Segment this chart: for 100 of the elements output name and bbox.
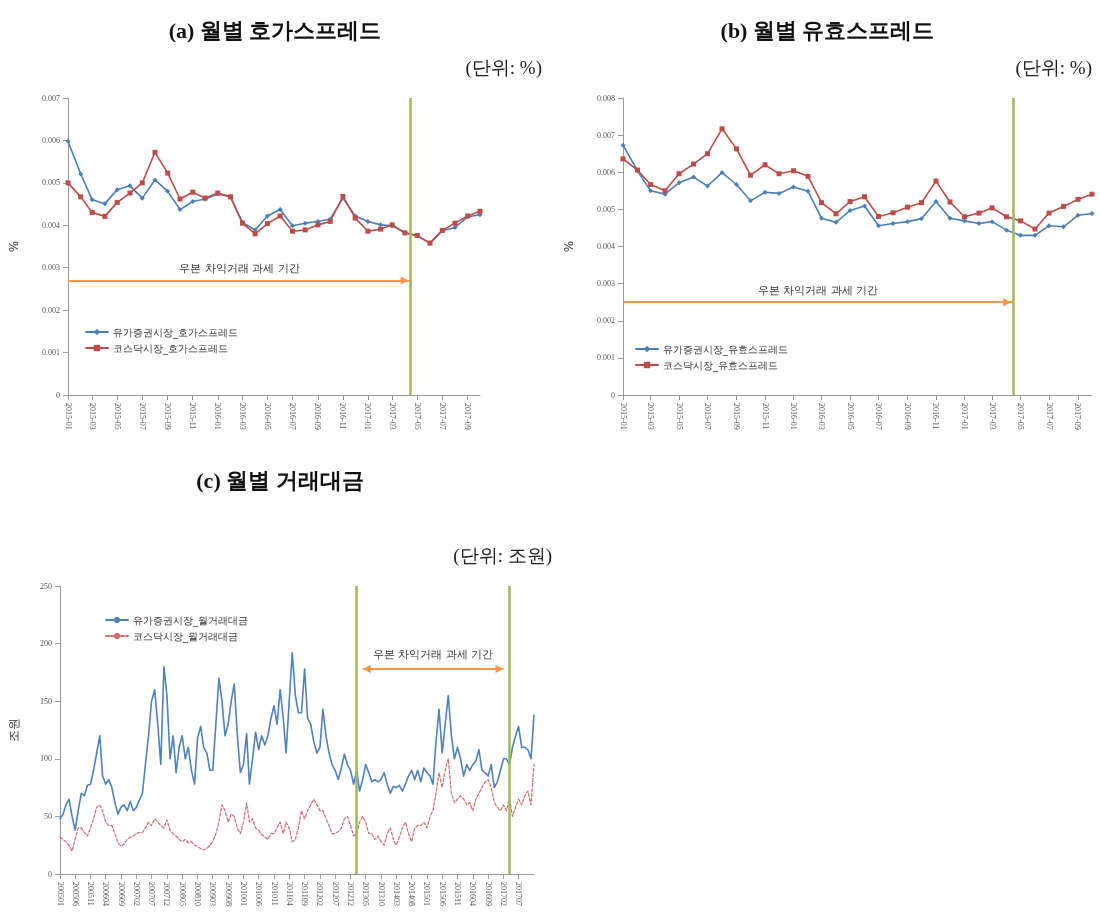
x-tick-label: 200908 — [223, 882, 233, 906]
x-tick-label: 2015-07 — [137, 403, 147, 430]
x-tick-label: 2015-01 — [63, 403, 73, 430]
x-tick-label: 200604 — [101, 882, 111, 906]
x-tick-label: 2016-09 — [902, 403, 912, 430]
x-tick-label: 2015-09 — [732, 403, 742, 430]
y-tick-label: 0.008 — [597, 93, 615, 103]
x-tick-label: 2015-11 — [760, 403, 770, 430]
y-tick-label: 250 — [40, 581, 52, 591]
x-tick-label: 201202 — [315, 882, 325, 906]
legend-label: 유가증권시장_호가스프레드 — [113, 326, 238, 339]
x-tick-label: 201305 — [361, 882, 371, 906]
annotation: 우본 차익거래 과세 기간 — [372, 646, 494, 662]
x-tick-label: 201011 — [269, 882, 279, 906]
x-tick-label: 201212 — [346, 882, 356, 906]
x-tick-label: 2017-07 — [437, 403, 447, 430]
x-tick-label: 201511 — [453, 882, 463, 906]
x-tick-label: 201109 — [300, 882, 310, 906]
x-tick-label: 201707 — [514, 882, 524, 906]
y-tick-label: 0.004 — [597, 242, 615, 251]
x-tick-label: 2016-05 — [262, 403, 272, 430]
x-tick-label: 2017-05 — [1016, 403, 1026, 430]
text: (단위: 조원) — [453, 545, 552, 567]
y-tick-label: 0.004 — [42, 220, 60, 230]
y-tick-label: 0.002 — [597, 316, 615, 326]
y-tick-label: 0.001 — [42, 348, 60, 358]
x-tick-label: 200810 — [193, 882, 203, 906]
legend-label: 코스닥시장_유효스프레드 — [663, 359, 778, 372]
y-tick-label: 0 — [611, 390, 615, 400]
ref-line-label: 우본 차익거래 과세 기간 — [757, 284, 879, 298]
x-tick-label: 201609 — [483, 882, 493, 906]
x-tick-label: 2016-05 — [845, 403, 855, 430]
x-tick-label: 2015-03 — [87, 403, 97, 430]
y-tick-label: 150 — [40, 696, 52, 706]
x-tick-label: 200506 — [70, 882, 80, 906]
legend-label: 유가증권시장_유효스프레드 — [663, 343, 788, 356]
y-tick-label: 0.002 — [42, 305, 60, 315]
x-tick-label: 2016-11 — [338, 403, 348, 430]
x-tick-label: 201001 — [238, 882, 248, 906]
y-tick-label: 200 — [40, 639, 52, 649]
x-tick-label: 201104 — [284, 882, 294, 906]
x-tick-label: 2017-09 — [1073, 403, 1083, 430]
y-axis-title: % — [7, 240, 21, 253]
x-tick-label: 200707 — [147, 882, 157, 906]
y-tick-label: 0.005 — [597, 204, 615, 214]
x-tick-label: 2015-09 — [163, 403, 173, 430]
x-tick-label: 2017-09 — [463, 403, 473, 430]
x-tick-label: 200702 — [131, 882, 141, 906]
y-tick-label: 0 — [48, 869, 52, 879]
x-tick-label: 2016-01 — [213, 403, 223, 430]
x-tick-label: 2015-03 — [646, 403, 656, 430]
x-tick-label: 2015-01 — [618, 403, 628, 430]
legend-label: 유가증권시장_월거래대금 — [133, 614, 248, 627]
x-tick-label: 201506 — [437, 882, 447, 906]
x-tick-label: 2016-03 — [817, 403, 827, 430]
text: (단위: %) — [465, 57, 543, 79]
x-tick-label: 2017-03 — [987, 403, 997, 430]
x-tick-label: 201403 — [391, 882, 401, 906]
y-axis-title: % — [562, 240, 576, 253]
x-tick-label: 200805 — [177, 882, 187, 906]
x-tick-label: 201702 — [499, 882, 509, 906]
x-tick-label: 2016-09 — [313, 403, 323, 430]
legend-label: 코스닥시장_월거래대금 — [133, 630, 238, 643]
x-tick-label: 2015-07 — [703, 403, 713, 430]
chart-title: (c) 월별 거래대금 — [196, 467, 364, 493]
x-tick-label: 2015-05 — [112, 403, 122, 430]
x-tick-label: 201207 — [330, 882, 340, 906]
x-tick-label: 2016-07 — [874, 403, 884, 430]
x-tick-label: 200712 — [162, 882, 172, 906]
x-tick-label: 201408 — [407, 882, 417, 906]
x-tick-label: 2015-11 — [188, 403, 198, 430]
chart-title: (b) 월별 유효스프레드 — [720, 17, 935, 43]
x-tick-label: 2016-01 — [789, 403, 798, 430]
x-tick-label: 2017-03 — [387, 403, 397, 430]
y-tick-label: 0.005 — [42, 178, 60, 188]
y-axis-title: 조원 — [7, 718, 21, 742]
y-tick-label: 0.003 — [597, 279, 615, 289]
x-tick-label: 2017-01 — [363, 403, 373, 430]
y-tick-label: 0.007 — [597, 130, 615, 140]
x-tick-label: 201006 — [254, 882, 264, 906]
x-tick-label: 200903 — [208, 882, 218, 906]
ref-line-label: 우본 차익거래 과세 기간 — [179, 262, 300, 276]
x-tick-label: 200501 — [55, 882, 65, 906]
x-tick-label: 2017-07 — [1044, 403, 1054, 430]
x-tick-label: 2017-05 — [412, 403, 422, 430]
y-tick-label: 0.006 — [597, 167, 615, 177]
x-tick-label: 2016-03 — [237, 403, 247, 430]
y-tick-label: 100 — [40, 754, 52, 764]
x-tick-label: 201501 — [422, 882, 432, 906]
x-tick-label: 2016-07 — [287, 403, 297, 430]
chart-title: (a) 월별 호가스프레드 — [168, 17, 382, 43]
x-tick-label: 200609 — [116, 882, 126, 906]
y-tick-label: 0.003 — [42, 263, 60, 273]
x-tick-label: 201310 — [376, 882, 386, 906]
text: (단위: %) — [1015, 57, 1093, 79]
x-tick-label: 200511 — [86, 882, 96, 906]
x-tick-label: 201604 — [468, 882, 478, 906]
y-tick-label: 0.006 — [42, 135, 60, 145]
x-tick-label: 2015-05 — [674, 403, 684, 430]
x-tick-label: 2017-01 — [959, 403, 969, 430]
